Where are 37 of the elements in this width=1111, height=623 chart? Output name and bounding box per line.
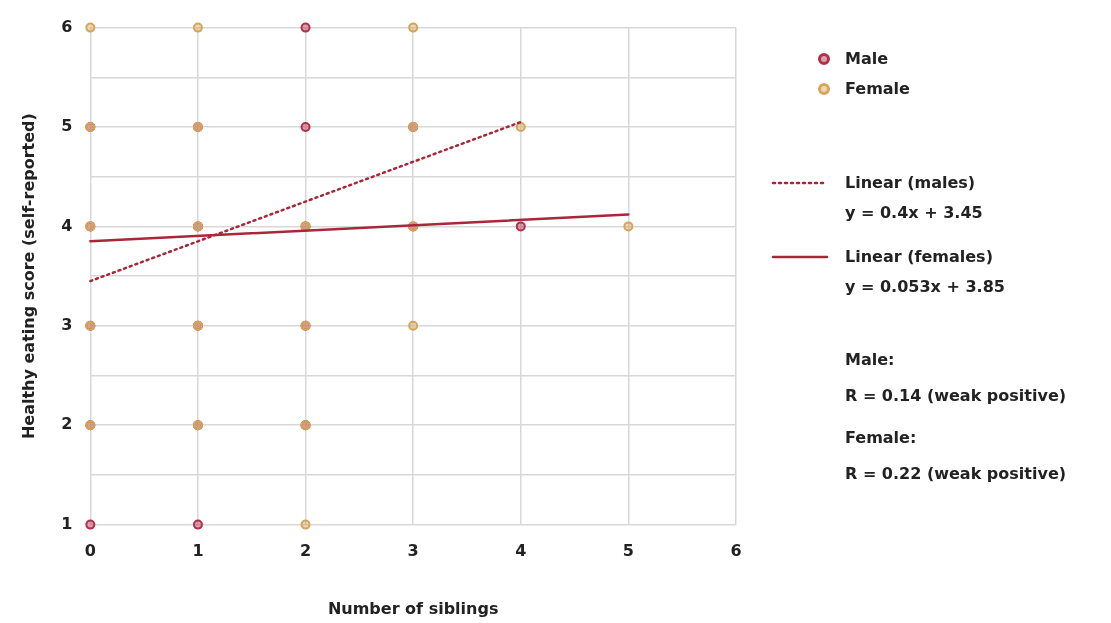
- x-axis-title: Number of siblings: [327, 598, 499, 618]
- legend-label: Male: [845, 48, 889, 70]
- point: [300, 519, 311, 530]
- point: [85, 22, 96, 33]
- text: R = 0.14 (weak positive): [845, 385, 1067, 407]
- point: [515, 221, 526, 232]
- point: [192, 22, 203, 33]
- x-tick-label: 2: [299, 541, 312, 561]
- legend-label: Female: [845, 78, 910, 100]
- point: [85, 519, 96, 530]
- point: [408, 22, 419, 33]
- legend-label: Linear (females): [845, 246, 994, 268]
- x-tick-label: 6: [730, 541, 742, 561]
- x-tick-label: 0: [84, 541, 96, 561]
- text: Male:: [845, 349, 896, 371]
- x-tick-label: 3: [407, 541, 419, 561]
- text: Female:: [845, 427, 918, 449]
- text: y = 0.4x + 3.45: [845, 202, 983, 224]
- point: [623, 221, 634, 232]
- y-tick-label: 2: [61, 414, 73, 434]
- legend-label: Linear (males): [845, 172, 977, 194]
- point: [192, 519, 203, 530]
- point: [408, 320, 419, 331]
- x-tick-label: 5: [622, 541, 634, 561]
- y-tick-label: 4: [61, 215, 73, 235]
- y-tick-label: 3: [61, 314, 73, 334]
- point: [515, 122, 526, 132]
- y-tick-label: 6: [61, 16, 73, 36]
- point: [300, 22, 311, 33]
- text: R = 0.22 (weak positive): [845, 463, 1067, 485]
- y-axis-title: Healthy eating score (self-reported): [18, 113, 38, 440]
- y-tick-label: 5: [61, 116, 73, 136]
- text: y = 0.053x + 3.85: [845, 276, 1005, 298]
- y-tick-label: 1: [61, 513, 73, 533]
- x-tick-label: 1: [192, 541, 204, 561]
- point: [300, 122, 311, 132]
- x-tick-label: 4: [515, 541, 527, 561]
